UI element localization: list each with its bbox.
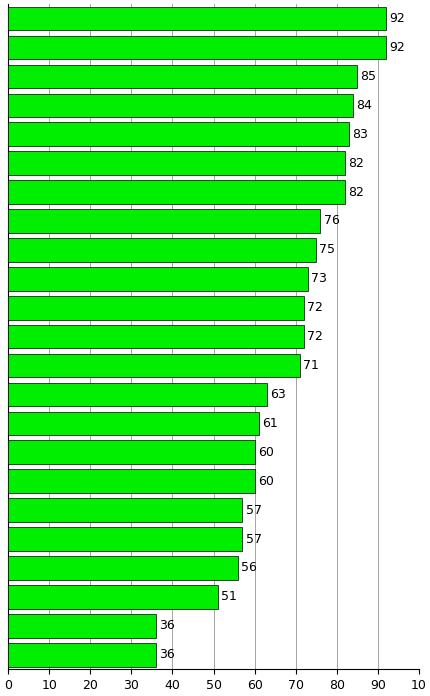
Text: 71: 71 (302, 359, 318, 372)
Text: 51: 51 (221, 590, 236, 603)
Bar (8, 383, 266, 406)
Bar (8, 527, 242, 551)
Bar (8, 93, 352, 117)
Bar (8, 411, 258, 435)
Text: 83: 83 (352, 128, 367, 141)
Bar (8, 180, 344, 204)
Text: 84: 84 (356, 99, 372, 112)
Text: 72: 72 (307, 301, 322, 314)
Bar (8, 151, 344, 175)
Bar (8, 65, 356, 88)
Text: 92: 92 (388, 41, 404, 54)
Bar (8, 643, 156, 667)
Bar (8, 614, 156, 638)
Bar (8, 267, 307, 291)
Bar (8, 296, 303, 319)
Text: 60: 60 (257, 445, 273, 459)
Bar (8, 325, 303, 349)
Text: 57: 57 (245, 504, 261, 516)
Bar (8, 209, 319, 233)
Bar (8, 469, 254, 493)
Text: 36: 36 (159, 619, 175, 632)
Bar (8, 238, 316, 262)
Text: 82: 82 (347, 186, 363, 198)
Bar (8, 35, 385, 59)
Text: 72: 72 (307, 330, 322, 343)
Text: 61: 61 (261, 417, 277, 430)
Bar (8, 441, 254, 464)
Text: 85: 85 (360, 70, 376, 83)
Bar (8, 7, 385, 31)
Text: 63: 63 (270, 388, 285, 401)
Bar (8, 585, 217, 609)
Bar (8, 122, 348, 146)
Text: 73: 73 (310, 272, 326, 285)
Text: 92: 92 (388, 12, 404, 25)
Text: 75: 75 (319, 244, 335, 256)
Text: 82: 82 (347, 157, 363, 170)
Text: 36: 36 (159, 648, 175, 661)
Bar (8, 556, 238, 580)
Text: 60: 60 (257, 475, 273, 488)
Bar (8, 354, 299, 377)
Text: 76: 76 (323, 214, 339, 228)
Text: 56: 56 (241, 562, 257, 574)
Bar (8, 498, 242, 522)
Text: 57: 57 (245, 532, 261, 546)
